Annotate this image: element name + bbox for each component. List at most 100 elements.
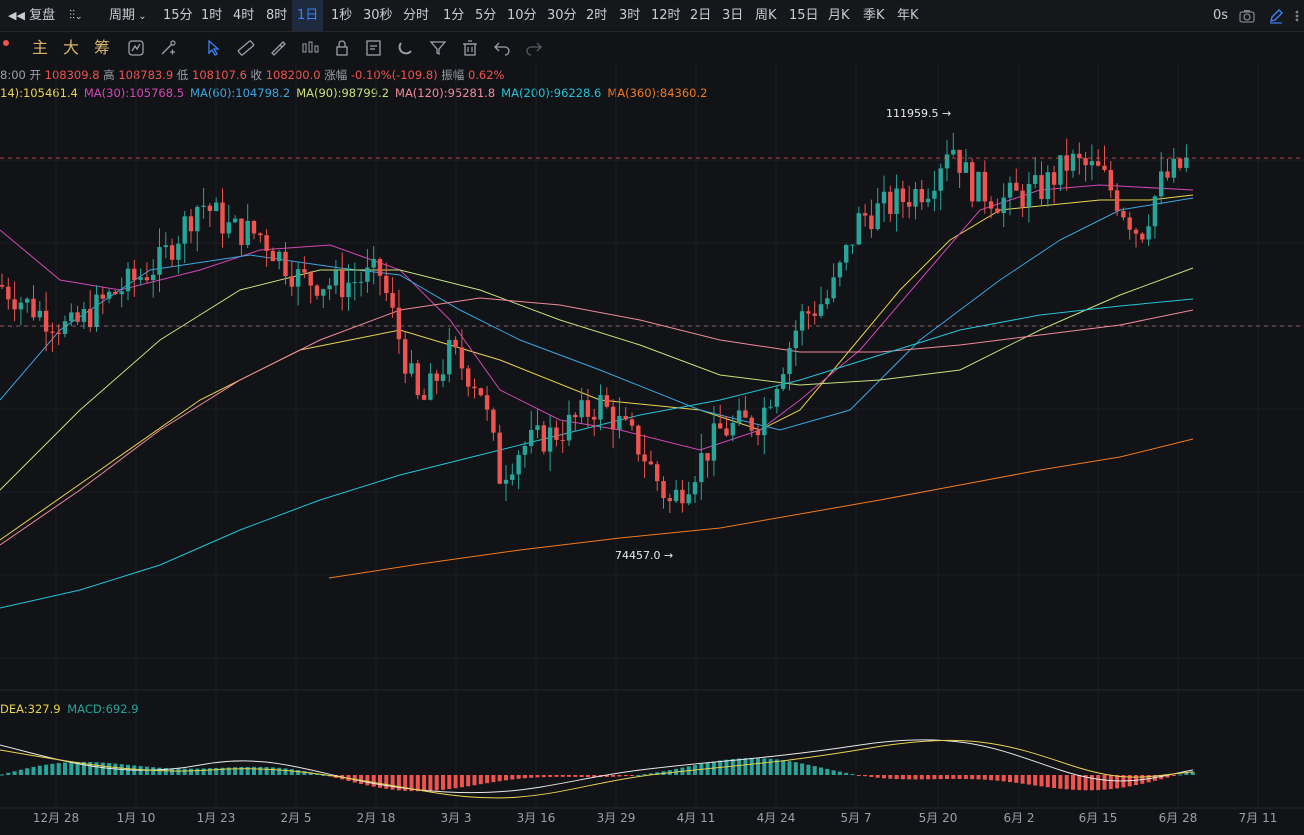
chevron-down-icon: ⌄ bbox=[135, 11, 147, 22]
macd-bar bbox=[1089, 775, 1094, 791]
redo-icon[interactable] bbox=[524, 38, 544, 58]
candle-body bbox=[157, 247, 162, 275]
candle-body bbox=[283, 251, 288, 277]
timeframe-13[interactable]: 2时 bbox=[586, 8, 608, 23]
macd-bar bbox=[1001, 775, 1006, 782]
macd-bar bbox=[535, 775, 540, 778]
macd-bar bbox=[422, 775, 427, 792]
macd-bar bbox=[585, 775, 590, 778]
period-dropdown[interactable]: 周期 ⌄ bbox=[109, 0, 147, 31]
brush-icon[interactable] bbox=[268, 38, 288, 58]
timeframe-3[interactable]: 4时 bbox=[233, 8, 255, 23]
trash-icon[interactable] bbox=[460, 38, 480, 58]
ma-legend-item[interactable]: MA(360):84360.2 bbox=[607, 86, 708, 100]
candle-body bbox=[1140, 233, 1145, 240]
macd-bar bbox=[636, 774, 641, 776]
macd-bar bbox=[270, 767, 275, 775]
macd-bar bbox=[516, 775, 521, 779]
ma-legend-item[interactable]: MA(120):95281.8 bbox=[395, 86, 496, 100]
timeframe-6[interactable]: 1秒 bbox=[331, 8, 353, 23]
timeframe-10[interactable]: 5分 bbox=[475, 8, 497, 23]
macd-bar bbox=[869, 775, 874, 778]
high-price-annotation: 111959.5 → bbox=[886, 107, 951, 120]
candle-body bbox=[604, 395, 609, 407]
timeframe-5[interactable]: 1日 bbox=[292, 0, 324, 31]
ma-legend-item[interactable]: MA(30):105768.5 bbox=[83, 86, 185, 100]
candle-body bbox=[1020, 190, 1025, 207]
timeframe-2[interactable]: 1时 bbox=[201, 8, 223, 23]
macd-bar bbox=[12, 771, 17, 775]
timeframe-19[interactable]: 15日 bbox=[789, 8, 819, 23]
replay-button[interactable]: ◀◀ 复盘 bbox=[8, 0, 55, 31]
timeframe-12[interactable]: 30分 bbox=[547, 8, 577, 23]
main-indicator-button[interactable]: 主 bbox=[32, 38, 49, 57]
magnet-icon[interactable] bbox=[396, 38, 416, 58]
macd-bar bbox=[384, 775, 389, 789]
lock-icon[interactable] bbox=[332, 38, 352, 58]
undo-icon[interactable] bbox=[492, 38, 512, 58]
select-tool-icon[interactable] bbox=[204, 38, 224, 58]
indicator-settings-icon[interactable] bbox=[126, 38, 146, 58]
candle-body bbox=[371, 258, 376, 268]
candle-body bbox=[881, 191, 887, 204]
ma-legend-item[interactable]: MA(90):98799.2 bbox=[296, 86, 390, 100]
timeframe-4[interactable]: 8时 bbox=[266, 8, 288, 23]
moving-average-lines bbox=[0, 184, 1194, 609]
timeframe-11[interactable]: 10分 bbox=[507, 8, 537, 23]
dea-line bbox=[0, 739, 1194, 799]
macd-bar bbox=[989, 775, 994, 781]
ruler-icon[interactable] bbox=[236, 38, 256, 58]
pencil-icon[interactable] bbox=[1268, 0, 1284, 31]
candle-body bbox=[396, 307, 402, 340]
macd-bar bbox=[831, 770, 836, 775]
timeframe-17[interactable]: 3日 bbox=[722, 8, 744, 23]
macd-bar bbox=[894, 775, 899, 780]
price-chart[interactable]: 111959.5 → 74457.0 → 12月 28 1月 10 1月 23 2月 5… bbox=[0, 64, 1304, 835]
candle-pattern-icon[interactable] bbox=[300, 38, 320, 58]
timeframe-7[interactable]: 30秒 bbox=[363, 8, 393, 23]
candle-body bbox=[617, 416, 622, 430]
candle-body bbox=[459, 347, 465, 369]
timeframe-14[interactable]: 3时 bbox=[619, 8, 641, 23]
camera-icon[interactable] bbox=[1239, 0, 1255, 31]
timeframe-18[interactable]: 周K bbox=[755, 8, 777, 23]
note-icon[interactable] bbox=[364, 38, 384, 58]
ma-legend-item[interactable]: 14):105461.4 bbox=[0, 86, 78, 100]
candle-body bbox=[1108, 169, 1113, 191]
macd-bar bbox=[447, 775, 452, 790]
filter-icon[interactable] bbox=[428, 38, 448, 58]
candle-body bbox=[94, 294, 99, 327]
more-icon[interactable] bbox=[1292, 0, 1302, 31]
timeframe-8[interactable]: 分时 bbox=[403, 8, 430, 23]
candle-body bbox=[106, 291, 112, 299]
macd-bar bbox=[233, 767, 238, 775]
candle-body bbox=[88, 308, 93, 327]
macd-bar bbox=[107, 763, 112, 775]
candlestick-icon: ⫶⫶ bbox=[69, 8, 76, 22]
timeframe-21[interactable]: 季K bbox=[863, 8, 885, 23]
macd-bar bbox=[100, 762, 105, 775]
timeframe-16[interactable]: 2日 bbox=[690, 8, 712, 23]
chip-distribution-button[interactable]: 筹 bbox=[94, 38, 111, 57]
macd-bar bbox=[390, 775, 395, 790]
macd-bar bbox=[283, 768, 288, 775]
candle-body bbox=[447, 339, 452, 375]
macd-bar bbox=[195, 768, 200, 775]
timeframe-15[interactable]: 12时 bbox=[651, 8, 681, 23]
candle-body bbox=[484, 395, 490, 410]
timeframe-20[interactable]: 月K bbox=[828, 8, 850, 23]
ma-legend: 14):105461.4 MA(30):105768.5 MA(60):104798… bbox=[0, 86, 713, 100]
macd-bar bbox=[938, 775, 943, 780]
drawing-tools-icon[interactable] bbox=[158, 38, 178, 58]
timeframe-22[interactable]: 年K bbox=[897, 8, 919, 23]
ma-legend-item[interactable]: MA(200):96228.6 bbox=[501, 86, 602, 100]
candle-body bbox=[831, 277, 836, 299]
big-order-button[interactable]: 大 bbox=[63, 38, 80, 57]
timeframe-9[interactable]: 1分 bbox=[443, 8, 465, 23]
x-axis-label: 1月 23 bbox=[197, 811, 236, 825]
replay-label: 复盘 bbox=[29, 8, 56, 23]
candle-body bbox=[856, 213, 861, 245]
timeframe-1[interactable]: 15分 bbox=[163, 8, 193, 23]
chart-type-button[interactable]: ⫶⫶⌄ bbox=[69, 8, 83, 22]
ma-legend-item[interactable]: MA(60):104798.2 bbox=[190, 86, 291, 100]
